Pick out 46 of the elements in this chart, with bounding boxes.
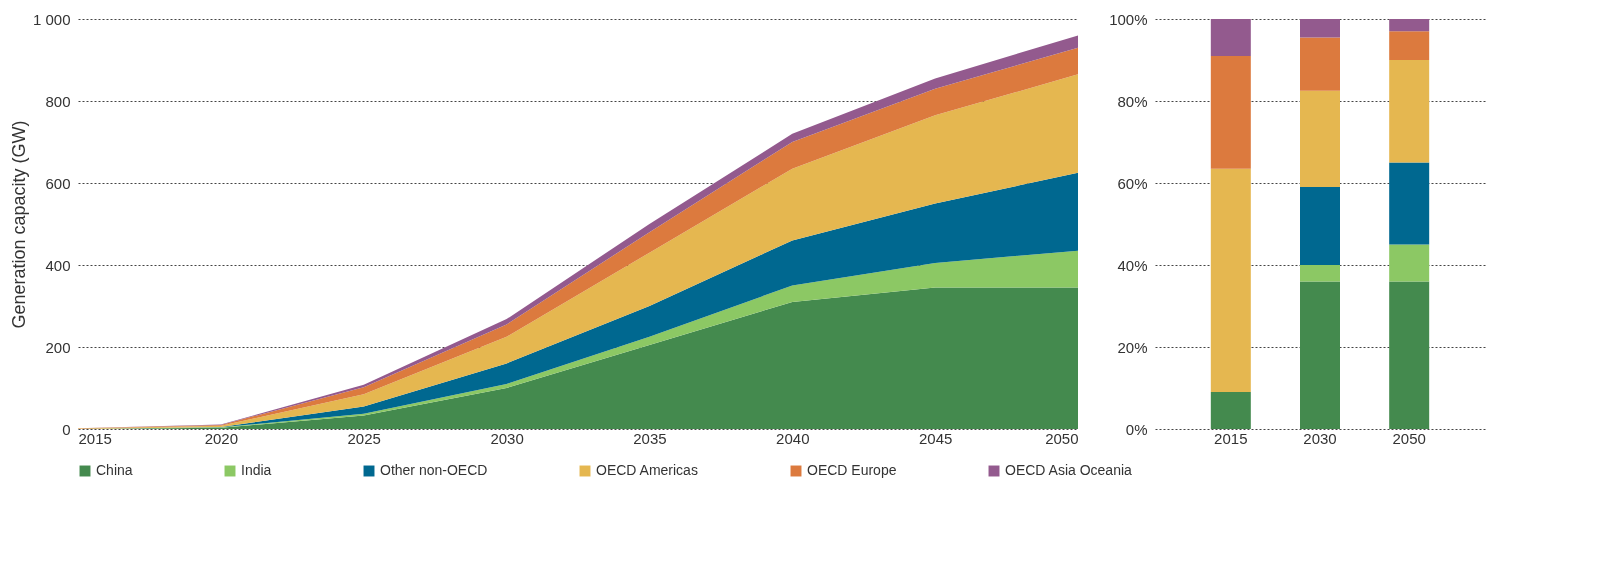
legend-label: OECD Europe [807, 462, 897, 478]
bar [1389, 162, 1430, 245]
x-tick-label: 2045 [918, 429, 953, 447]
y-tick-label: 1 000 [32, 10, 71, 28]
legend-label: China [96, 462, 133, 478]
y-tick-label: 60% [1117, 174, 1148, 192]
legend-label: OECD Americas [596, 462, 698, 478]
bar [1210, 168, 1251, 393]
x-tick-label: 2030 [1303, 429, 1337, 447]
x-tick-label: 2035 [633, 429, 667, 447]
bar [1300, 90, 1340, 188]
x-tick-label: 2015 [1214, 429, 1248, 447]
bar [1389, 281, 1430, 429]
legend-label: Other non-OECD [380, 462, 488, 478]
x-tick-label: 2025 [347, 429, 381, 447]
x-tick-label: 2050 [1045, 429, 1079, 447]
x-tick-label: 2040 [776, 429, 810, 447]
y-tick-label: 200 [45, 338, 71, 356]
y-axis-title: Generation capacity (GW) [8, 120, 29, 329]
bar [1300, 187, 1340, 265]
y-tick-label: 80% [1117, 92, 1148, 110]
x-tick-label: 2030 [490, 429, 524, 447]
bar [1389, 244, 1430, 282]
y-tick-label: 20% [1117, 338, 1148, 356]
x-tick-label: 2020 [204, 429, 239, 447]
x-tick-label: 2050 [1392, 429, 1426, 447]
legend-label: OECD Asia Oceania [1005, 462, 1133, 478]
bar [1300, 265, 1340, 282]
y-tick-label: 0 [62, 420, 71, 438]
x-tick-label: 2015 [78, 429, 112, 447]
y-tick-label: 0% [1125, 420, 1148, 438]
y-tick-label: 40% [1117, 256, 1148, 274]
bar [1389, 19, 1430, 32]
bar [1389, 60, 1430, 163]
bar [1300, 19, 1340, 38]
y-tick-label: 800 [45, 92, 71, 110]
bar [1210, 392, 1251, 429]
bar [1389, 31, 1430, 60]
bar [1210, 55, 1251, 169]
y-tick-label: 100% [1109, 10, 1148, 28]
y-tick-label: 600 [45, 174, 71, 192]
bar [1300, 37, 1340, 91]
legend-label: India [241, 462, 272, 478]
bar [1300, 281, 1340, 429]
bar [1210, 19, 1251, 56]
y-tick-label: 400 [45, 256, 71, 274]
